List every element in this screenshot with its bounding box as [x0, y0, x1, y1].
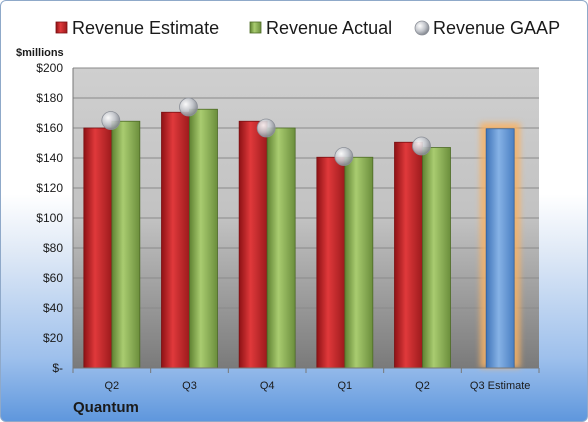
bar-revenue-actual [111, 120, 141, 369]
bar-revenue-estimate [394, 141, 423, 369]
legend: Revenue Estimate Revenue Actual Revenue GA… [55, 18, 560, 38]
y-tick-label: $140 [36, 151, 63, 165]
bars [83, 108, 521, 369]
x-tick-label: Q2 [415, 380, 430, 392]
y-tick-label: $60 [43, 271, 63, 285]
bar-revenue-estimate [83, 127, 113, 369]
y-tick-label: $100 [36, 211, 63, 225]
legend-label: Revenue Actual [266, 18, 392, 38]
x-tick-label: Q1 [337, 380, 352, 392]
bar-revenue-actual [422, 147, 451, 369]
bar-revenue-actual [266, 127, 296, 369]
bar-revenue-estimate [316, 156, 346, 369]
y-tick-label: $120 [36, 181, 63, 195]
marker-revenue-gaap [412, 136, 431, 156]
legend-swatch [414, 20, 430, 36]
y-tick-label: $20 [43, 331, 63, 345]
legend-swatch [55, 21, 68, 34]
marker-revenue-gaap [256, 118, 276, 138]
marker-revenue-gaap [179, 97, 198, 117]
bar-revenue-actual [344, 156, 374, 369]
x-tick-label: Q3 [182, 380, 197, 392]
y-axis: $- $20 $40 $60 $80 $100 $120 $140 $160 $180 $200 [36, 61, 74, 375]
gaap-markers [101, 97, 431, 166]
x-axis: Q2 Q3 Q4 Q1 Q2 Q3 Estimate [72, 367, 540, 392]
bar-q3-estimate [485, 128, 515, 369]
legend-label: Revenue Estimate [72, 18, 219, 38]
y-tick-label: $200 [36, 61, 63, 75]
y-tick-label: $- [52, 361, 63, 375]
y-tick-label: $160 [36, 121, 63, 135]
x-tick-label: Q2 [104, 380, 119, 392]
bar-revenue-estimate [161, 111, 190, 369]
company-label: Quantum [73, 399, 139, 416]
marker-revenue-gaap [101, 111, 121, 130]
y-axis-unit-label: $millions [16, 47, 64, 59]
gridlines [73, 67, 539, 339]
y-tick-label: $40 [43, 301, 63, 315]
x-tick-label: Q4 [260, 380, 275, 392]
marker-revenue-gaap [334, 147, 354, 166]
legend-label: Revenue GAAP [433, 18, 560, 38]
legend-swatch [249, 21, 262, 34]
y-tick-label: $180 [36, 91, 63, 105]
bar-revenue-actual [189, 108, 218, 369]
y-tick-label: $80 [43, 241, 63, 255]
bar-revenue-estimate [238, 120, 268, 369]
x-tick-label: Q3 Estimate [470, 380, 531, 392]
